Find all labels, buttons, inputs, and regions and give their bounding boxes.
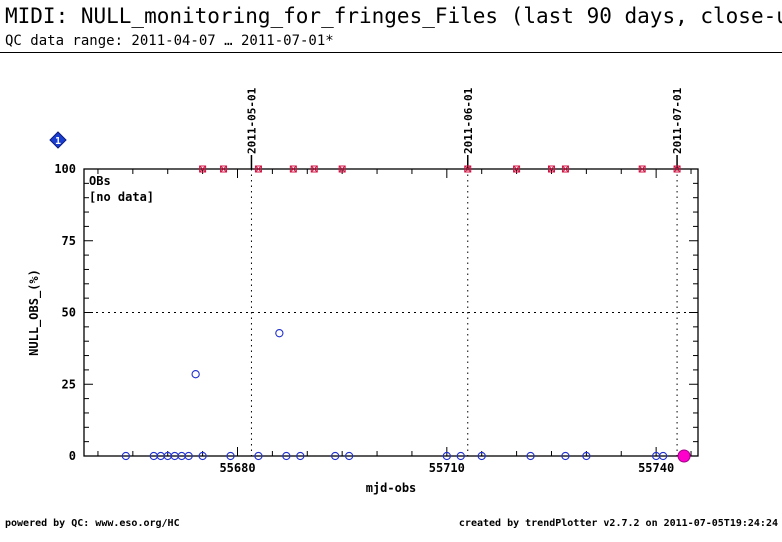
cross-box-diag [673, 165, 681, 173]
cross-box-diag [255, 165, 262, 173]
cross-box-diag [464, 165, 472, 173]
data-point-open-circle [275, 329, 284, 338]
data-point-cross-box [220, 165, 228, 173]
data-point-open-circle [344, 451, 354, 461]
cross-box-frame [638, 165, 646, 173]
cross-box-frame [561, 165, 569, 173]
date-marker-label: 2011-05-01 [245, 87, 258, 154]
y-axis-label: NULL_OBS_(%) [27, 269, 42, 356]
data-point-open-circle [442, 451, 451, 461]
data-point-cross-box [199, 165, 207, 173]
data-point-open-circle [477, 451, 486, 461]
x-tick-label: 55680 [219, 461, 255, 475]
legend-title: OBs [89, 174, 111, 188]
data-point-cross-box [289, 165, 297, 173]
x-tick-label: 55740 [638, 461, 674, 475]
data-point-cross-box [561, 165, 569, 173]
cross-box-diag [562, 165, 569, 173]
footer-powered-by: powered by QC: www.eso.org/HC [5, 518, 180, 529]
data-point-open-circle [226, 451, 235, 461]
data-point-cross-box [638, 165, 646, 173]
cross-box-diag [338, 165, 346, 173]
data-point-open-circle [658, 451, 668, 461]
data-point-open-circle [561, 451, 570, 461]
cross-box-diag [220, 165, 227, 173]
data-point-cross-box [310, 165, 318, 173]
data-point-cross-box [338, 165, 346, 173]
cross-box-frame [199, 165, 207, 173]
data-point-highlight [677, 449, 691, 463]
data-point-open-circle [121, 451, 131, 461]
data-point-open-circle [184, 451, 193, 461]
cross-box-frame [513, 165, 521, 173]
cross-box-diag [199, 165, 206, 173]
data-point-cross-box [254, 165, 262, 173]
data-point-cross-box [513, 165, 521, 173]
data-point-open-circle [282, 451, 291, 461]
page-subtitle: QC data range: 2011-04-07 … 2011-07-01* [5, 33, 334, 49]
cross-box-diag [513, 165, 520, 173]
cross-box-frame [673, 165, 681, 173]
date-marker-label: 2011-06-01 [462, 87, 475, 154]
data-point-cross-box [673, 165, 681, 173]
labels-layer: 2011-05-01 2011-06-01 2011-07-01 0 25 50 75 100… [27, 87, 684, 495]
data-point-open-circle [526, 451, 535, 461]
cross-box-frame [547, 165, 555, 173]
cross-box-diag [638, 165, 646, 173]
date-marker-label: 2011-07-01 [671, 87, 684, 154]
x-axis-label: mjd-obs [366, 481, 417, 495]
data-point-open-circle [296, 451, 305, 461]
legend-note: [no data] [89, 190, 154, 204]
data-point-cross-box [464, 165, 472, 173]
info-badge-diamond [49, 131, 67, 149]
data-point-open-circle [582, 451, 591, 461]
header-rule [0, 52, 782, 53]
y-tick-label: 50 [62, 306, 76, 320]
grid-layer [84, 155, 698, 456]
data-point-open-circle [254, 451, 263, 461]
y-tick-label: 75 [62, 234, 76, 248]
cross-box-frame [338, 165, 346, 173]
data-marks-layer [121, 165, 691, 463]
footer-created-by: created by trendPlotter v2.7.2 on 2011-0… [458, 518, 778, 529]
x-tick-label: 55710 [429, 461, 465, 475]
cross-box-frame [310, 165, 318, 173]
cross-box-frame [220, 165, 228, 173]
y-tick-label: 0 [69, 449, 76, 463]
data-point-open-circle [456, 451, 465, 461]
data-point-cross-box [547, 165, 555, 173]
y-tick-label: 100 [54, 162, 76, 176]
cross-box-diag [289, 165, 297, 173]
cross-box-frame [464, 165, 472, 173]
data-point-open-circle [198, 451, 207, 461]
page-title: MIDI: NULL_monitoring_for_fringes_Files … [5, 4, 782, 28]
cross-box-frame [289, 165, 297, 173]
info-badge-label: 1 [55, 136, 61, 147]
cross-box-diag [310, 165, 318, 173]
data-point-open-circle [331, 451, 340, 461]
cross-box-frame [254, 165, 262, 173]
trend-chart: 2011-05-01 2011-06-01 2011-07-01 0 25 50 75 100… [27, 87, 699, 495]
y-tick-label: 25 [62, 377, 76, 391]
cross-box-diag [548, 165, 555, 173]
data-point-open-circle [191, 370, 200, 379]
